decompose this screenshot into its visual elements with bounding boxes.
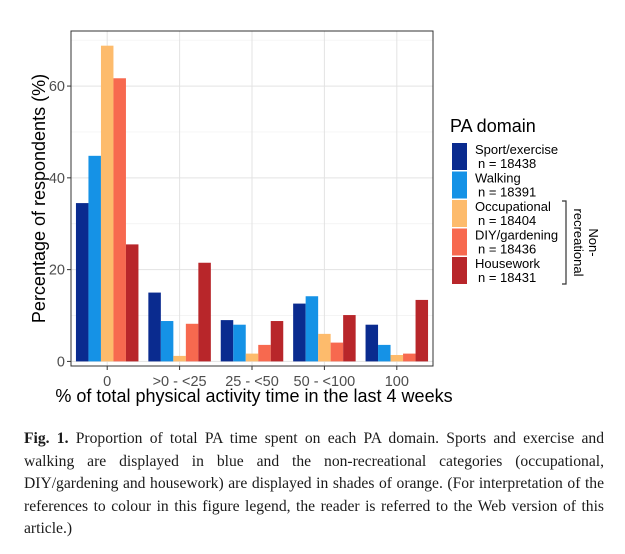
figure-caption: Fig. 1. Proportion of total PA time spen…	[24, 428, 604, 541]
bar	[365, 324, 379, 362]
caption-text: Proportion of total PA time spent on eac…	[24, 430, 604, 538]
bar	[148, 292, 161, 362]
bar	[343, 315, 356, 362]
bar	[100, 45, 114, 362]
legend-key	[452, 257, 467, 284]
legend-count: n = 18438	[478, 156, 536, 171]
bar	[245, 353, 259, 362]
legend-label: Sport/exercise	[475, 142, 558, 157]
legend-count: n = 18431	[478, 270, 536, 285]
y-tick-label: 60	[49, 79, 65, 95]
x-axis: 0 >0 - <25 25 - <50 50 - <100 100	[103, 366, 409, 390]
x-axis-label: % of total physical activity time in the…	[55, 386, 452, 406]
bar	[305, 296, 319, 362]
legend-label: Occupational	[475, 199, 551, 214]
bar	[75, 203, 89, 362]
bar	[233, 324, 246, 362]
legend-label: Housework	[475, 256, 541, 271]
bar	[403, 353, 416, 362]
caption-label: Fig. 1.	[24, 430, 69, 447]
legend-bracket	[562, 200, 567, 285]
x-tick-label: 25 - <50	[225, 374, 279, 390]
legend-count: n = 18404	[478, 213, 536, 228]
legend-bracket-label-line: recreational	[571, 209, 586, 277]
x-tick-label: 50 - <100	[294, 374, 356, 390]
bar	[88, 155, 101, 362]
bars	[75, 45, 429, 362]
y-tick-label: 20	[49, 263, 65, 279]
bar	[318, 333, 331, 362]
bar	[330, 342, 344, 362]
legend-count: n = 18436	[478, 242, 536, 257]
legend-bracket-label: Non-recreational	[571, 209, 601, 277]
bar	[198, 262, 211, 362]
bar	[160, 321, 174, 362]
bar	[378, 344, 391, 362]
y-axis: 0 20 40 60	[49, 79, 71, 370]
x-tick-label: 100	[385, 374, 409, 390]
legend-label: Walking	[475, 171, 521, 186]
legend-key	[452, 171, 467, 199]
bar	[220, 320, 234, 362]
x-tick-label: >0 - <25	[153, 374, 207, 390]
legend-count: n = 18391	[478, 185, 536, 200]
legend-bracket-label-line: Non-	[586, 228, 601, 256]
bar	[173, 355, 186, 362]
bar	[113, 78, 126, 362]
bar	[415, 299, 429, 362]
bar-chart: 0 20 40 60 0 >0 - <25 25 - <50 50 - <100 100 Pe…	[29, 30, 601, 406]
bar	[270, 321, 284, 362]
legend-key	[452, 143, 467, 170]
y-tick-label: 40	[49, 171, 65, 187]
legend-label: DIY/gardening	[475, 228, 558, 243]
y-axis-label: Percentage of respondents (%)	[29, 74, 49, 323]
x-tick-label: 0	[103, 374, 111, 390]
y-tick-label: 0	[57, 354, 65, 370]
bar	[185, 323, 199, 362]
bar	[390, 354, 404, 362]
legend-title: PA domain	[450, 116, 536, 136]
legend-key	[452, 200, 467, 227]
bar	[293, 303, 306, 362]
legend-key	[452, 228, 467, 256]
bar	[125, 244, 139, 362]
bar	[258, 344, 271, 362]
